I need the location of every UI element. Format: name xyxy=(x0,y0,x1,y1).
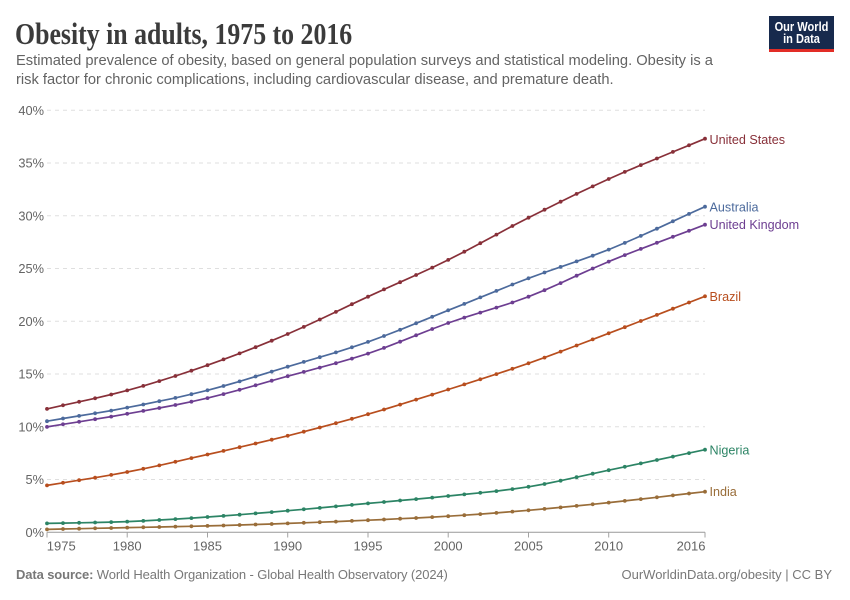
svg-text:2005: 2005 xyxy=(514,538,543,553)
svg-text:30%: 30% xyxy=(18,208,44,223)
svg-text:Nigeria: Nigeria xyxy=(710,444,750,458)
svg-text:Brazil: Brazil xyxy=(710,290,742,304)
svg-text:40%: 40% xyxy=(18,103,44,118)
svg-text:10%: 10% xyxy=(18,419,44,434)
svg-text:15%: 15% xyxy=(18,367,44,382)
svg-text:United States: United States xyxy=(710,133,786,147)
svg-text:2016: 2016 xyxy=(677,538,706,553)
svg-text:United Kingdom: United Kingdom xyxy=(710,218,800,232)
svg-text:1980: 1980 xyxy=(113,538,142,553)
svg-text:25%: 25% xyxy=(18,261,44,276)
svg-text:1990: 1990 xyxy=(273,538,302,553)
svg-text:1995: 1995 xyxy=(354,538,383,553)
svg-text:India: India xyxy=(710,485,737,499)
svg-text:1985: 1985 xyxy=(193,538,222,553)
svg-text:2000: 2000 xyxy=(434,538,463,553)
svg-text:20%: 20% xyxy=(18,314,44,329)
svg-text:5%: 5% xyxy=(26,472,45,487)
svg-text:2010: 2010 xyxy=(594,538,623,553)
svg-text:35%: 35% xyxy=(18,156,44,171)
svg-text:1975: 1975 xyxy=(47,538,76,553)
svg-text:0%: 0% xyxy=(26,525,45,540)
svg-text:Australia: Australia xyxy=(710,201,759,215)
